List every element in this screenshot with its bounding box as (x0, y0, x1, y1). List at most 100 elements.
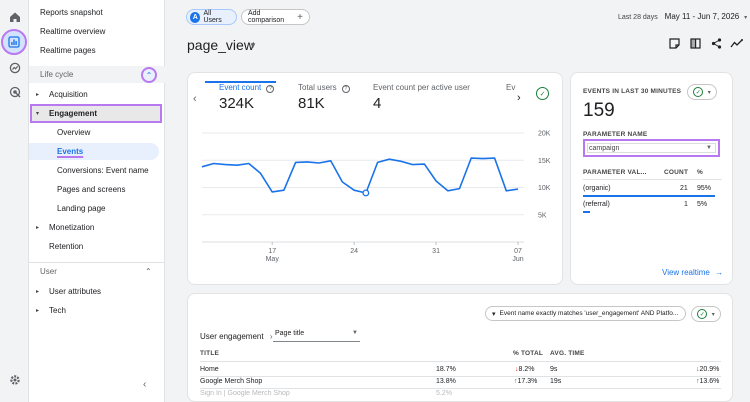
date-range-label: Last 28 days (618, 14, 658, 21)
caret-right-icon: ▸ (36, 308, 40, 314)
realtime-card: EVENTS IN LAST 30 MINUTES ✓ ▾ 159 PARAME… (570, 72, 733, 285)
advertising-icon[interactable] (5, 82, 24, 101)
row-divider (200, 376, 721, 377)
nav-label: Overview (57, 128, 91, 137)
metric-truncated[interactable]: Ev (506, 83, 515, 92)
nav-landing-page[interactable]: Landing page (29, 200, 165, 217)
realtime-options[interactable]: ✓ ▾ (687, 84, 717, 100)
metric-selector[interactable]: User engagement › (200, 332, 273, 341)
metric-label: Total users (298, 83, 337, 92)
check-circle-icon: ✓ (697, 309, 708, 319)
nav-reports-snapshot[interactable]: Reports snapshot (29, 4, 165, 21)
nav-label: Tech (49, 306, 66, 315)
metric-event-count-per-user[interactable]: Event count per active user (373, 83, 470, 92)
collapse-chevron-icon[interactable]: ‹ (143, 379, 147, 390)
arrow-down-icon: ↓ (696, 366, 700, 373)
nav-label: Retention (49, 242, 84, 251)
filter-chip[interactable]: ▾ Event name exactly matches 'user_engag… (485, 306, 686, 321)
settings-gear-icon[interactable] (5, 370, 24, 389)
caret-down-icon: ▾ (707, 89, 711, 96)
segment-chip[interactable]: A All Users (186, 9, 237, 25)
nav-conversions[interactable]: Conversions: Event name (29, 162, 165, 179)
metric-value: 81K (298, 95, 325, 112)
caret-down-icon: ▾ (744, 15, 748, 21)
metric-label: Ev (506, 83, 516, 92)
x-tick-label: 31 (432, 248, 440, 255)
caret-right-icon: ▸ (36, 225, 40, 231)
trend-icon[interactable] (729, 36, 743, 50)
nav-monetization[interactable]: ▸ Monetization (29, 219, 165, 236)
date-range-picker[interactable]: Last 28 days May 11 - Jun 7, 2026 ▾ (618, 12, 747, 21)
next-arrow-icon[interactable]: › (517, 92, 521, 104)
nav-events[interactable]: Events (29, 143, 159, 160)
nav-realtime-pages[interactable]: Realtime pages (29, 42, 165, 59)
realtime-value: 159 (583, 100, 615, 121)
add-comparison-button[interactable]: Add comparison + (241, 9, 310, 25)
page-title: page_view (187, 37, 254, 53)
row-title[interactable]: Home (200, 366, 219, 373)
rt-row-pct: 95% (697, 185, 712, 192)
check-circle-icon[interactable]: ✓ (536, 87, 549, 100)
selected-metric-indicator (205, 81, 276, 83)
nav-pages-and-screens[interactable]: Pages and screens (29, 181, 165, 198)
row-divider (200, 388, 721, 389)
nav-label: Conversions: Event name (57, 166, 149, 175)
parameter-select[interactable]: campaign ▼ (583, 139, 720, 157)
prev-arrow-icon[interactable]: ‹ (193, 93, 197, 105)
arrow-up-icon: ↑ (696, 378, 700, 385)
share-bar (583, 211, 590, 213)
icon-rail (0, 0, 29, 402)
nav-realtime-overview[interactable]: Realtime overview (29, 23, 165, 40)
col-count: COUNT (664, 169, 689, 176)
y-tick-label: 20K (538, 131, 551, 138)
row-change: ↓8.2% (515, 366, 534, 373)
explore-icon[interactable] (5, 58, 24, 77)
compare-icon[interactable] (688, 36, 702, 50)
metric-total-users[interactable]: Total users ? (298, 83, 350, 93)
share-icon[interactable] (709, 36, 723, 50)
nav-acquisition[interactable]: ▸ Acquisition (29, 86, 165, 103)
table-card: ▾ Event name exactly matches 'user_engag… (187, 293, 733, 402)
table-options[interactable]: ✓ ▾ (691, 306, 721, 322)
col-title: TITLE (200, 350, 220, 357)
nav-engagement[interactable]: ▾ Engagement (29, 105, 165, 122)
col-avg-time[interactable]: AVG. TIME (550, 350, 585, 357)
reports-nav: Reports snapshot Realtime overview Realt… (29, 0, 165, 402)
row-avg: 19s (550, 378, 562, 385)
arrow-up-icon: ↑ (514, 378, 518, 385)
help-icon[interactable]: ? (341, 85, 350, 93)
section-lifecycle[interactable]: Life cycle (29, 66, 165, 83)
data-point-marker[interactable] (362, 189, 370, 197)
row-title[interactable]: Google Merch Shop (200, 378, 263, 385)
row-title[interactable]: Sign In | Google Merch Shop (200, 390, 290, 397)
nav-retention[interactable]: Retention (29, 238, 165, 255)
caret-down-icon: ▼ (706, 145, 712, 151)
rt-row-name: (referral) (583, 201, 610, 208)
reports-icon[interactable] (1, 29, 27, 55)
insights-icon[interactable] (667, 36, 681, 50)
title-dropdown-icon[interactable]: ▼ (249, 41, 257, 50)
x-tick-sublabel: May (266, 256, 280, 263)
section-user[interactable]: User ⌃ (29, 263, 165, 280)
caret-right-icon: ▸ (36, 92, 40, 98)
nav-label: Landing page (57, 204, 106, 213)
col-total[interactable]: % TOTAL (513, 350, 544, 357)
dimension-value: Page title (275, 330, 305, 337)
nav-label: Engagement (49, 109, 98, 118)
nav-tech[interactable]: ▸ Tech (29, 302, 165, 319)
section-label: User (40, 267, 57, 276)
check-circle-icon: ✓ (693, 87, 704, 97)
col-param: PARAMETER VAL... (583, 169, 647, 176)
row-avg: 9s (550, 366, 558, 373)
chevron-up-icon[interactable]: ⌃ (141, 67, 157, 83)
dimension-select[interactable]: Page title ▼ (273, 330, 360, 342)
nav-user-attributes[interactable]: ▸ User attributes (29, 283, 165, 300)
x-tick-sublabel: Jun (512, 256, 523, 263)
view-realtime-link[interactable]: View realtime → (662, 268, 723, 277)
home-icon[interactable] (5, 7, 24, 26)
x-tick-label: 07 (514, 248, 522, 255)
nav-overview[interactable]: Overview (29, 124, 165, 141)
metric-event-count[interactable]: Event count ? (219, 83, 275, 93)
help-icon[interactable]: ? (266, 85, 275, 93)
